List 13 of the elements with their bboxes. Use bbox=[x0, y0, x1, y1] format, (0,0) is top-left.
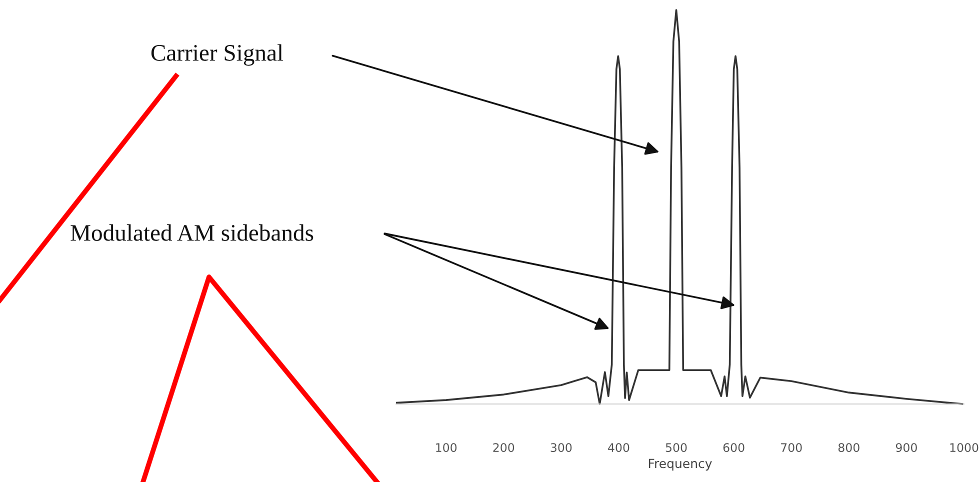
text: Carrier Signal bbox=[151, 44, 284, 66]
x-tick-label: 200 bbox=[493, 443, 514, 452]
x-tick-label: 1000 bbox=[950, 443, 978, 452]
x-tick-label: 700 bbox=[781, 443, 802, 452]
x-tick-label: 800 bbox=[838, 443, 860, 452]
x-tick-label: 500 bbox=[666, 443, 687, 452]
x-tick-label: 300 bbox=[550, 443, 572, 452]
x-tick-label: 100 bbox=[436, 443, 457, 452]
x-axis-title: Frequency bbox=[648, 458, 712, 471]
text: Modulated AM sidebands bbox=[70, 224, 314, 241]
x-tick-label: 400 bbox=[608, 443, 630, 452]
x-tick-label: 600 bbox=[723, 443, 744, 452]
x-tick-label: 900 bbox=[896, 443, 917, 452]
